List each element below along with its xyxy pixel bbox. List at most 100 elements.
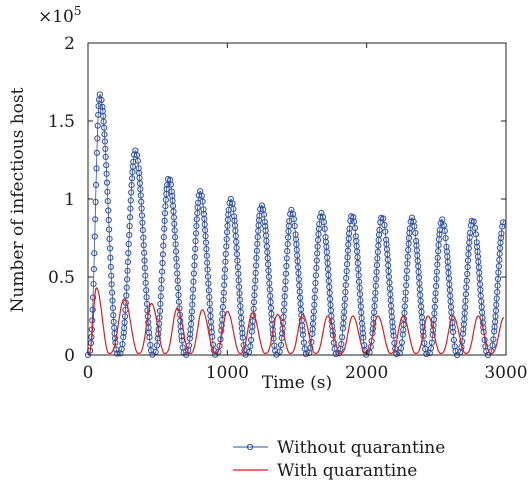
data-point [192,237,199,245]
data-point [376,226,383,234]
data-point [110,312,117,319]
data-point [137,186,144,193]
data-point [314,243,321,250]
data-point [380,215,387,222]
data-point [491,328,498,335]
data-point [320,219,327,226]
data-point [314,250,321,257]
data-point [143,300,151,307]
data-point [224,222,231,229]
data-point [108,281,115,288]
data-point [403,267,410,274]
data-point [372,282,379,289]
data-point [233,251,241,258]
y-tick-label: 1.5 [48,112,75,132]
data-point [402,296,409,303]
data-point [442,235,449,242]
data-point [110,318,117,325]
data-point [467,229,474,236]
data-point [404,253,411,260]
data-point [124,258,132,266]
data-point [428,339,435,346]
data-point [492,307,499,314]
data-point [434,254,441,261]
data-point [235,277,242,284]
data-point [389,323,396,330]
data-point [398,339,405,346]
data-point [99,103,106,110]
data-point [344,254,351,261]
data-point [266,280,273,287]
data-point [354,260,361,267]
data-point [351,218,358,225]
data-point [446,286,453,294]
y-tick-label: 2 [64,34,75,54]
data-point [313,257,320,264]
data-point [339,334,346,341]
data-point [332,350,339,358]
data-point [239,330,246,337]
data-point [398,345,405,352]
data-point [162,203,169,210]
legend-marker [246,443,254,451]
data-point [433,283,440,290]
data-point [280,313,287,321]
data-point [123,292,130,299]
data-point [236,296,243,303]
data-point [146,329,153,336]
data-point [109,305,117,312]
data-point [126,222,133,230]
data-point [431,303,438,311]
data-point [476,269,483,276]
series-with-quarantine [88,287,505,356]
data-point [188,314,195,322]
data-point [416,286,423,293]
data-point [310,308,317,315]
data-point [402,289,409,296]
data-point [325,277,332,285]
data-point [471,224,479,231]
data-point [89,306,96,313]
data-point [342,282,349,289]
data-point [381,221,388,229]
data-point [103,170,110,177]
data-point [224,229,231,236]
data-point [225,211,232,218]
data-point [223,236,230,243]
data-point [140,242,147,249]
data-point [126,214,134,221]
data-point [253,254,260,262]
x-tick-label: 2000 [345,363,388,383]
data-point [466,234,473,241]
data-point [235,270,242,277]
data-point [221,266,229,273]
data-point [312,272,319,279]
data-point [156,320,163,327]
data-point [119,341,126,348]
data-point [341,308,348,315]
data-point [440,222,448,229]
data-point [172,241,179,248]
data-point [156,307,164,315]
data-point [103,179,111,186]
data-point [385,267,392,275]
data-point [285,234,292,241]
data-point [413,237,420,245]
data-point [281,300,288,307]
data-point [254,234,261,241]
data-point [205,287,212,294]
data-point [98,96,105,104]
data-point [280,319,287,327]
data-point [445,269,452,276]
data-point [373,275,380,283]
data-point [92,198,99,206]
data-point [465,251,472,258]
data-point [232,233,239,240]
data-point [129,175,136,182]
data-point [327,295,334,303]
data-point [434,261,441,268]
data-point [446,281,453,288]
data-point [433,275,440,282]
data-point [128,182,135,189]
